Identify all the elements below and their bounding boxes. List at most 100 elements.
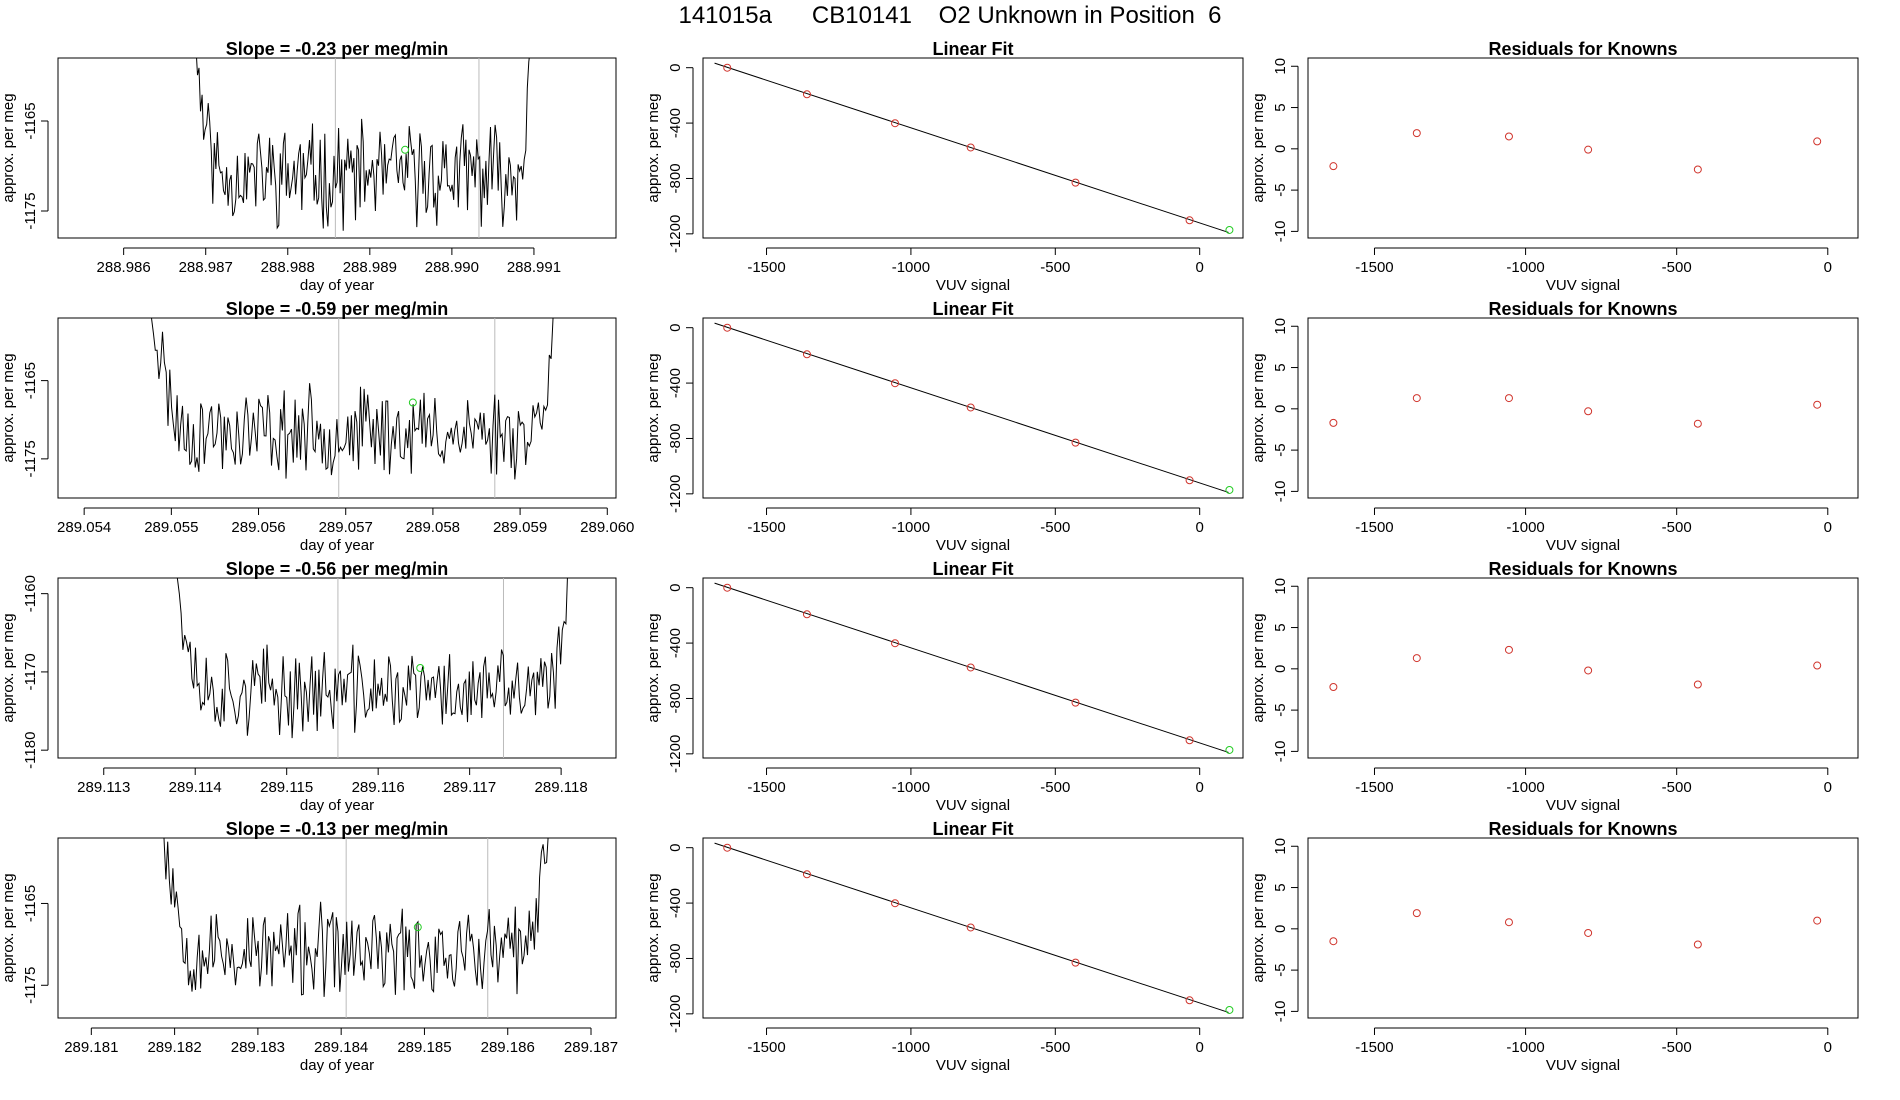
row4-linear-fit-known-point <box>1185 996 1194 1005</box>
row4-residuals-y-axis-label: approx. per meg <box>1250 873 1267 982</box>
row4-residuals-y-tick-label: 0 <box>1272 925 1289 933</box>
row1-timeseries-x-tick-label: 288.991 <box>507 259 561 276</box>
row2-linear-fit-y-axis-label: approx. per meg <box>645 353 662 462</box>
row1-residuals-x-tick-label: 0 <box>1824 259 1832 276</box>
row2-timeseries-unknown-point <box>408 398 417 407</box>
row1-residuals-x-tick-label: -1000 <box>1506 259 1544 276</box>
row3-linear-fit-title: Linear Fit <box>932 559 1013 579</box>
row3-timeseries-x-tick-label: 289.117 <box>443 779 496 796</box>
row1-linear-fit-known-point <box>1185 216 1194 225</box>
row3-linear-fit-x-tick-label: -500 <box>1040 779 1070 796</box>
row4-residuals-y-tick-label: 10 <box>1272 838 1289 855</box>
row3-linear-fit-x-tick-label: -1500 <box>747 779 785 796</box>
row4-linear-fit-known-point <box>802 870 811 879</box>
row3-linear-fit-known-point <box>723 583 732 592</box>
row3-residuals-residual-point <box>1504 645 1513 654</box>
row3-residuals-x-tick-label: -1000 <box>1506 779 1544 796</box>
row2-timeseries-x-tick-label: 289.058 <box>406 519 460 536</box>
row2-linear-fit-known-point <box>891 379 900 388</box>
row2-residuals-plot-frame <box>1307 317 1859 499</box>
row1-residuals-residual-point <box>1693 165 1702 174</box>
row2-linear-fit-known-point <box>723 323 732 332</box>
row2-linear-fit-known-point <box>1071 438 1080 447</box>
row3-residuals-residual-point <box>1813 661 1822 670</box>
row4-timeseries-x-tick-label: 289.187 <box>564 1039 618 1056</box>
row1-residuals-y-tick-label: 5 <box>1272 103 1289 111</box>
row2-residuals-x-axis-label: VUV signal <box>1546 537 1620 554</box>
row1-linear-fit-x-tick-label: -1500 <box>747 259 785 276</box>
row4-linear-fit-x-tick-label: -500 <box>1040 1039 1070 1056</box>
row3-residuals-y-tick-label: 5 <box>1272 623 1289 631</box>
row3-timeseries-y-axis-label: approx. per meg <box>0 613 17 722</box>
row3-timeseries-unknown-point <box>416 664 425 672</box>
row2-linear-fit-x-tick-label: 0 <box>1196 519 1204 536</box>
row1-linear-fit-y-tick-label: 0 <box>667 64 684 72</box>
row3-residuals-residual-point <box>1412 654 1421 663</box>
row2-linear-fit-fit-line <box>714 322 1229 493</box>
row4-residuals-residual-point <box>1693 940 1702 949</box>
row4-linear-fit-x-axis-label: VUV signal <box>936 1057 1010 1074</box>
row3-residuals-y-tick-label: 0 <box>1272 665 1289 673</box>
row2-residuals-residual-point <box>1504 394 1513 403</box>
row2-timeseries-y-tick-label: -1165 <box>22 362 39 399</box>
row1-linear-fit-x-axis-label: VUV signal <box>936 277 1010 294</box>
row4-timeseries-x-tick-label: 289.182 <box>147 1039 201 1056</box>
row1-residuals-residual-point <box>1412 129 1421 138</box>
row1-linear-fit-known-point <box>966 143 975 152</box>
row2-residuals-title: Residuals for Knowns <box>1488 299 1677 319</box>
row4-residuals-x-tick-label: -1000 <box>1506 1039 1544 1056</box>
row2-timeseries-trace-line <box>151 318 554 480</box>
row2-linear-fit-x-tick-label: -1000 <box>892 519 930 536</box>
row2-residuals-x-tick-label: 0 <box>1824 519 1832 536</box>
row4-timeseries-y-tick-label: -1165 <box>22 885 39 922</box>
row3-residuals-residual-point <box>1693 680 1702 689</box>
row4-residuals-y-tick-label: -5 <box>1272 963 1289 976</box>
row4-linear-fit-known-point <box>1071 958 1080 967</box>
row3-residuals-x-tick-label: -500 <box>1662 779 1692 796</box>
row1-residuals-y-tick-label: -10 <box>1272 221 1289 243</box>
row1-residuals-x-tick-label: -500 <box>1662 259 1692 276</box>
row1-linear-fit-title: Linear Fit <box>932 39 1013 59</box>
row2-residuals-residual-point <box>1813 400 1822 409</box>
row1-timeseries-title: Slope = -0.23 per meg/min <box>226 39 449 59</box>
row4-residuals-residual-point <box>1504 918 1513 927</box>
row4-timeseries-x-axis-label: day of year <box>300 1057 374 1074</box>
row4-timeseries-title: Slope = -0.13 per meg/min <box>226 819 449 839</box>
row1-timeseries-x-tick-label: 288.990 <box>425 259 479 276</box>
row2-timeseries-x-tick-label: 289.054 <box>57 519 111 536</box>
row1-linear-fit-plot-frame <box>702 57 1244 239</box>
row1-linear-fit-y-tick-label: -800 <box>667 163 684 193</box>
row3-timeseries-x-tick-label: 289.114 <box>169 779 222 796</box>
row2-residuals-residual-point <box>1412 394 1421 403</box>
row2-linear-fit-x-axis-label: VUV signal <box>936 537 1010 554</box>
row4-linear-fit-title: Linear Fit <box>932 819 1013 839</box>
row3-residuals-residual-point <box>1329 682 1338 691</box>
row2-linear-fit-known-point <box>802 350 811 359</box>
row4-residuals-x-tick-label: -1500 <box>1355 1039 1393 1056</box>
row1-residuals-residual-point <box>1813 137 1822 146</box>
row4-linear-fit-x-tick-label: 0 <box>1196 1039 1204 1056</box>
row3-linear-fit-x-tick-label: -1000 <box>892 779 930 796</box>
row2-timeseries-y-tick-label: -1175 <box>22 440 39 477</box>
row1-linear-fit-y-axis-label: approx. per meg <box>645 93 662 202</box>
row1-timeseries-y-tick-label: -1165 <box>22 102 39 139</box>
row4-residuals-x-tick-label: 0 <box>1824 1039 1832 1056</box>
row4-residuals-y-tick-label: -10 <box>1272 1001 1289 1023</box>
row2-timeseries-x-tick-label: 289.057 <box>319 519 373 536</box>
row4-linear-fit-y-tick-label: 0 <box>667 844 684 852</box>
row3-linear-fit-x-tick-label: 0 <box>1196 779 1204 796</box>
row4-residuals-residual-point <box>1329 937 1338 946</box>
row3-residuals-y-axis-label: approx. per meg <box>1250 613 1267 722</box>
row4-residuals-plot-frame <box>1307 837 1859 1019</box>
row2-residuals-y-tick-label: 10 <box>1272 318 1289 335</box>
row2-timeseries-y-axis-label: approx. per meg <box>0 353 17 462</box>
row2-timeseries-x-tick-label: 289.059 <box>493 519 547 536</box>
row2-timeseries-x-tick-label: 289.060 <box>580 519 634 536</box>
row1-timeseries-x-tick-label: 288.989 <box>343 259 397 276</box>
row2-residuals-residual-point <box>1693 419 1702 428</box>
row2-linear-fit-y-tick-label: -800 <box>667 423 684 453</box>
row4-timeseries-x-tick-label: 289.186 <box>481 1039 535 1056</box>
row3-linear-fit-known-point <box>891 639 900 648</box>
row1-linear-fit-unknown-point <box>1225 225 1234 234</box>
row4-linear-fit-unknown-point <box>1225 1005 1234 1014</box>
